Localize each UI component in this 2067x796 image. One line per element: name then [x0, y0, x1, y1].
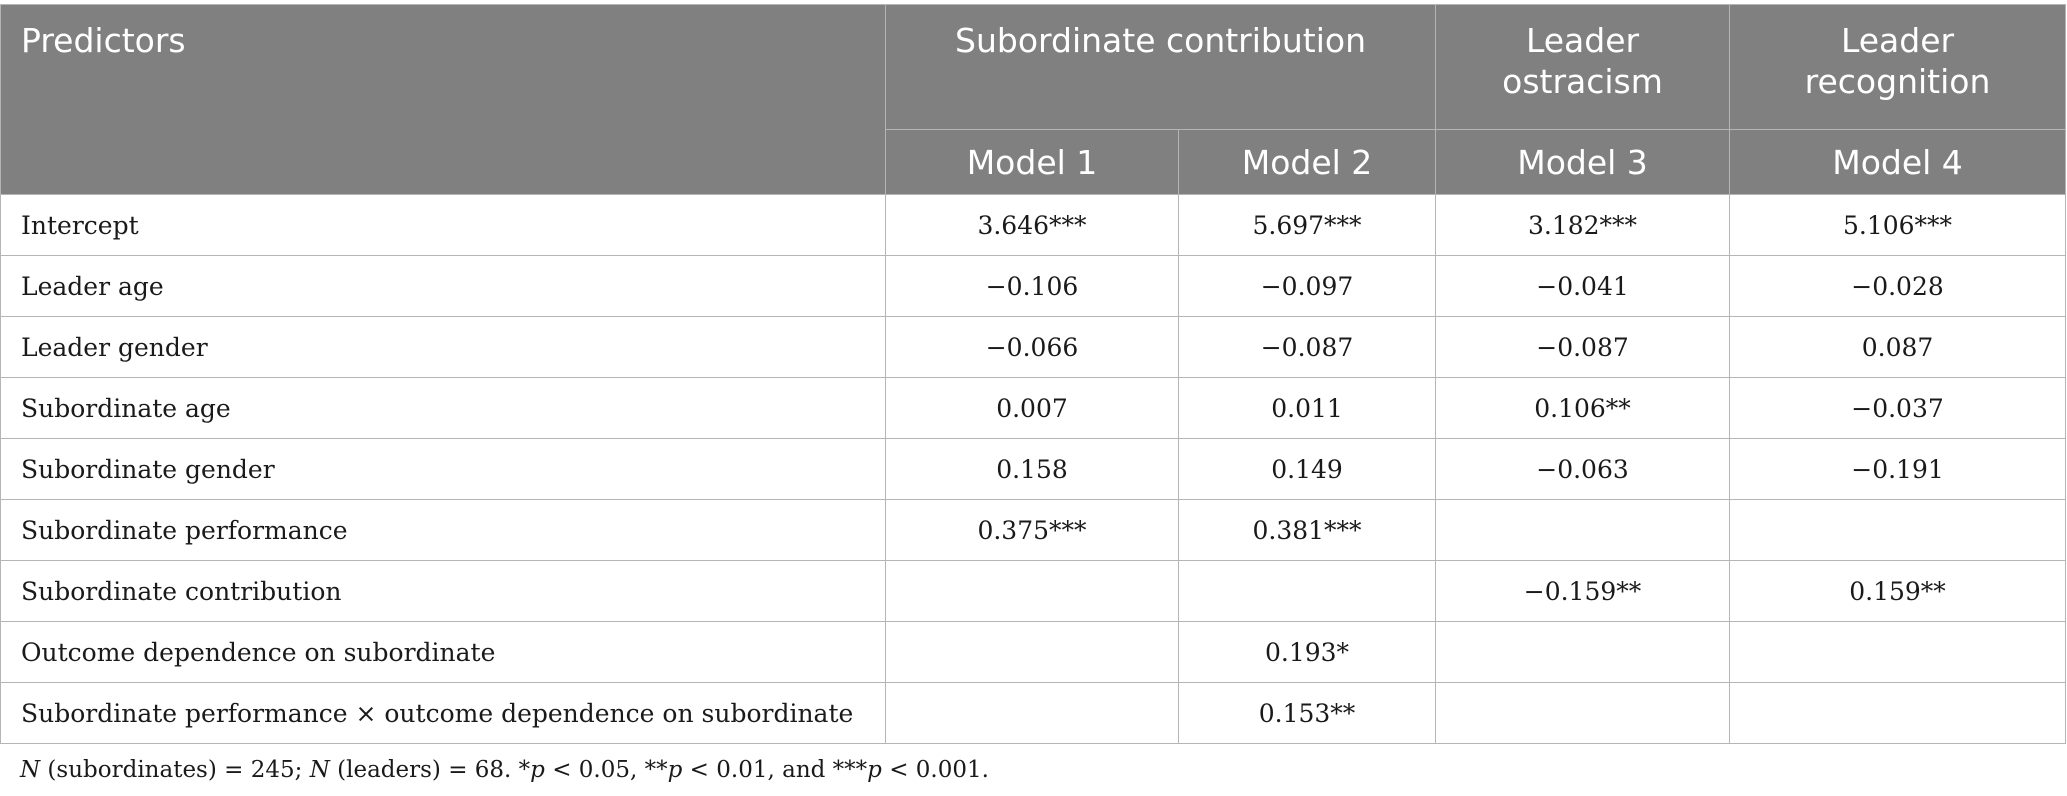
- cell-value: 0.011: [1177, 377, 1437, 439]
- table-row: Leader age −0.106 −0.097 −0.041 −0.028: [0, 255, 2067, 317]
- cell-value: [885, 621, 1179, 683]
- cell-value: 0.375***: [885, 499, 1179, 561]
- note-n-symbol: N: [309, 757, 330, 783]
- table-row: Subordinate gender 0.158 0.149 −0.063 −0…: [0, 438, 2067, 500]
- table-footnote: N (subordinates) = 245; N (leaders) = 68…: [20, 757, 989, 783]
- note-significance-3: < 0.001.: [881, 757, 989, 783]
- cell-value: [885, 560, 1179, 622]
- cell-value: 3.646***: [885, 194, 1179, 256]
- row-label: Intercept: [0, 194, 886, 256]
- header-leader-recognition-line2: recognition: [1804, 62, 1991, 101]
- note-subordinates-count: (subordinates) = 245;: [40, 757, 310, 783]
- cell-value: 5.106***: [1729, 194, 2067, 256]
- header-leader-ostracism-line2: ostracism: [1502, 62, 1663, 101]
- cell-value: 0.007: [885, 377, 1179, 439]
- cell-value: −0.087: [1435, 316, 1731, 378]
- note-n-symbol: N: [20, 757, 41, 783]
- table-header: Predictors Subordinate contribution Lead…: [0, 4, 2067, 195]
- table-row: Intercept 3.646*** 5.697*** 3.182*** 5.1…: [0, 194, 2067, 256]
- cell-value: −0.063: [1435, 438, 1731, 500]
- table-row: Subordinate age 0.007 0.011 0.106** −0.0…: [0, 377, 2067, 439]
- table-row: Subordinate performance × outcome depend…: [0, 682, 2067, 744]
- row-label: Outcome dependence on subordinate: [0, 621, 886, 683]
- cell-value: 0.381***: [1177, 499, 1437, 561]
- row-label: Subordinate contribution: [0, 560, 886, 622]
- header-model-3: Model 3: [1435, 129, 1731, 195]
- cell-value: −0.037: [1729, 377, 2067, 439]
- cell-value: [1729, 499, 2067, 561]
- cell-value: −0.106: [885, 255, 1179, 317]
- header-predictors: Predictors: [0, 4, 886, 195]
- cell-value: [1435, 499, 1731, 561]
- header-subordinate-contribution: Subordinate contribution: [884, 4, 1437, 130]
- cell-value: −0.087: [1177, 316, 1437, 378]
- row-label: Subordinate age: [0, 377, 886, 439]
- header-model-4: Model 4: [1729, 129, 2067, 195]
- table-row: Subordinate contribution −0.159** 0.159*…: [0, 560, 2067, 622]
- cell-value: [1435, 682, 1731, 744]
- cell-value: [1435, 621, 1731, 683]
- cell-value: [1729, 682, 2067, 744]
- header-model-2: Model 2: [1177, 129, 1437, 195]
- row-label: Subordinate performance: [0, 499, 886, 561]
- cell-value: 0.158: [885, 438, 1179, 500]
- cell-value: −0.159**: [1435, 560, 1731, 622]
- cell-value: 0.106**: [1435, 377, 1731, 439]
- cell-value: 0.159**: [1729, 560, 2067, 622]
- row-label: Leader age: [0, 255, 886, 317]
- cell-value: [1729, 621, 2067, 683]
- cell-value: 0.149: [1177, 438, 1437, 500]
- header-model-1: Model 1: [885, 129, 1179, 195]
- regression-table: Predictors Subordinate contribution Lead…: [0, 4, 2067, 744]
- cell-value: −0.028: [1729, 255, 2067, 317]
- cell-value: [885, 682, 1179, 744]
- row-label: Subordinate performance × outcome depend…: [0, 682, 886, 744]
- cell-value: −0.191: [1729, 438, 2067, 500]
- row-label: Leader gender: [0, 316, 886, 378]
- header-leader-ostracism-line1: Leader: [1525, 21, 1640, 60]
- header-leader-recognition: Leader recognition: [1729, 4, 2067, 130]
- row-label: Subordinate gender: [0, 438, 886, 500]
- header-leader-recognition-line1: Leader: [1840, 21, 1955, 60]
- note-p-symbol: p: [530, 757, 545, 783]
- cell-value: 0.193*: [1177, 621, 1437, 683]
- cell-value: 3.182***: [1435, 194, 1731, 256]
- table-row: Subordinate performance 0.375*** 0.381**…: [0, 499, 2067, 561]
- header-leader-ostracism: Leader ostracism: [1435, 4, 1731, 130]
- cell-value: 0.087: [1729, 316, 2067, 378]
- note-p-symbol: p: [667, 757, 683, 783]
- table-row: Outcome dependence on subordinate 0.193*: [0, 621, 2067, 683]
- note-p-symbol: p: [867, 757, 882, 783]
- note-leaders-count: (leaders) = 68. *: [329, 757, 531, 783]
- cell-value: 5.697***: [1177, 194, 1437, 256]
- cell-value: −0.066: [885, 316, 1179, 378]
- table-body: Intercept 3.646*** 5.697*** 3.182*** 5.1…: [0, 194, 2067, 744]
- cell-value: [1177, 560, 1437, 622]
- note-significance-1: < 0.05, **: [544, 757, 668, 783]
- cell-value: 0.153**: [1177, 682, 1437, 744]
- note-significance-2: < 0.01, and ***: [682, 757, 868, 783]
- cell-value: −0.097: [1177, 255, 1437, 317]
- table-row: Leader gender −0.066 −0.087 −0.087 0.087: [0, 316, 2067, 378]
- cell-value: −0.041: [1435, 255, 1731, 317]
